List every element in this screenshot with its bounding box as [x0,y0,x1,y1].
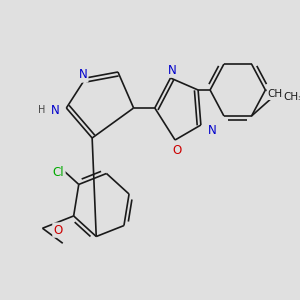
Text: CH₃: CH₃ [284,92,300,102]
Text: N: N [51,103,60,116]
Text: N: N [208,124,216,136]
Text: N: N [79,68,87,82]
Text: N: N [168,64,177,76]
Text: O: O [172,143,182,157]
Text: O: O [53,224,63,237]
Text: Cl: Cl [53,166,64,179]
Text: CH₃: CH₃ [268,89,287,99]
Text: H: H [38,105,45,115]
